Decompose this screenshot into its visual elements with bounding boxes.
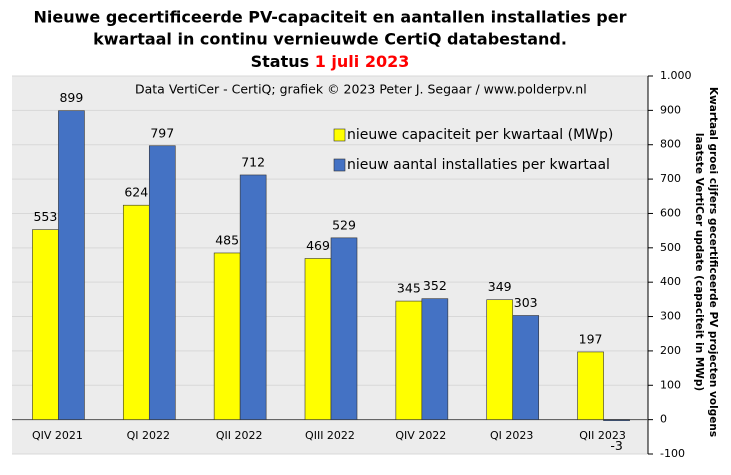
y-tick-label: 300 [660, 310, 681, 323]
y-tick-label: 900 [660, 103, 681, 116]
data-label: 349 [488, 279, 512, 294]
bar [239, 174, 267, 420]
legend-swatch [333, 158, 346, 172]
source: Data VertiCer - CertiQ; grafiek © 2023 P… [135, 82, 587, 97]
data-label: 797 [150, 125, 174, 140]
y-tick-label: -100 [660, 447, 685, 460]
y-tick-label: 0 [660, 413, 667, 426]
legend-label: nieuwe capaciteit per kwartaal (MWp) [347, 127, 613, 143]
status-date: 1 juli 2023 [315, 52, 410, 71]
bar [148, 145, 176, 420]
y-tick-label: 800 [660, 138, 681, 151]
bar [58, 110, 85, 420]
y-tick-label: 400 [660, 275, 681, 288]
x-tick-label: QIII 2022 [305, 429, 355, 442]
x-tick-label: QI 2023 [490, 429, 533, 442]
bar [122, 204, 150, 420]
bar [603, 419, 630, 421]
data-label: 469 [306, 238, 330, 253]
y-tick-label: 600 [660, 206, 681, 219]
data-label: 352 [423, 278, 447, 293]
bar [512, 315, 540, 420]
data-label: 899 [59, 90, 83, 105]
y-tick-label: 500 [660, 241, 681, 254]
y-tick-label: 700 [660, 172, 681, 185]
bar [32, 229, 59, 420]
y-tick-label: 1.000 [660, 69, 692, 82]
x-tick-label: QIV 2021 [32, 429, 83, 442]
bar [421, 298, 449, 420]
status: Status 1 juli 2023 [251, 52, 410, 71]
x-tick-label: QII 2023 [579, 429, 626, 442]
data-label: 485 [215, 232, 239, 247]
data-label: 553 [33, 209, 57, 224]
data-label: 529 [332, 217, 356, 232]
status-label: Status [251, 52, 310, 71]
y-axis-label: laatste VertiCer update (capaciteit in M… [693, 133, 705, 391]
x-tick-label: QII 2022 [216, 429, 263, 442]
legend-swatch [333, 128, 346, 142]
bar [304, 258, 332, 420]
data-label: -3 [610, 438, 622, 453]
legend-label: nieuw aantal installaties per kwartaal [347, 157, 610, 173]
data-label: 345 [397, 281, 421, 296]
bar [577, 351, 604, 420]
x-tick-label: QIV 2022 [395, 429, 446, 442]
bar [213, 252, 241, 420]
y-axis-label: Kwartaal groei cijfers gecertificeerde P… [707, 87, 719, 437]
x-tick-label: QI 2022 [127, 429, 170, 442]
data-label: 303 [514, 295, 538, 310]
y-tick-label: 200 [660, 344, 681, 357]
bar [330, 237, 358, 420]
bar [395, 300, 423, 420]
data-label: 712 [241, 154, 265, 169]
bar [486, 299, 514, 420]
chart-title: Nieuwe gecertificeerde PV-capaciteit en … [34, 8, 627, 27]
data-label: 624 [124, 185, 148, 200]
data-label: 197 [579, 331, 603, 346]
chart-title: kwartaal in continu vernieuwde CertiQ da… [93, 30, 567, 49]
y-tick-label: 100 [660, 378, 681, 391]
